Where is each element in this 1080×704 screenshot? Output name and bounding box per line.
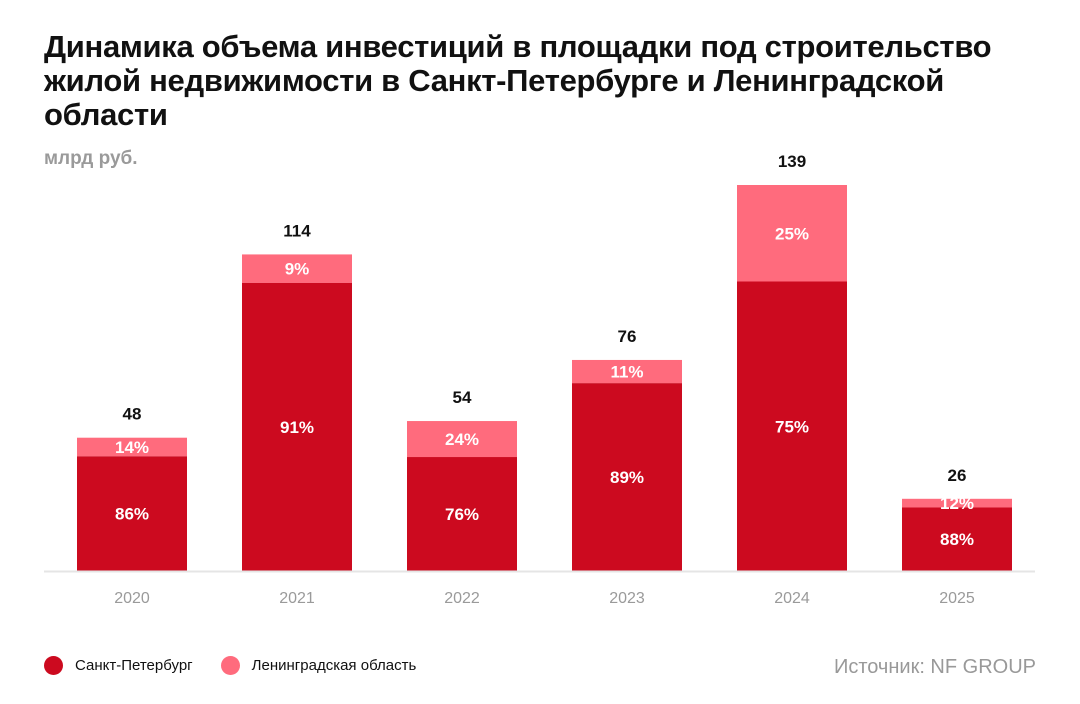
bar-spb-2023 (572, 383, 682, 571)
bar-spb-2021 (242, 282, 352, 571)
bar-spb-2025 (902, 507, 1012, 571)
bar-spb-2024 (737, 281, 847, 571)
x-tick-2024: 2024 (774, 590, 810, 607)
bar-lo-2022 (407, 421, 517, 458)
label-lo-2023: 11% (610, 363, 643, 382)
x-tick-2020: 2020 (114, 590, 150, 607)
label-lo-2025: 12% (940, 494, 974, 513)
label-spb-2023: 89% (610, 468, 644, 487)
total-label-2020: 48 (123, 405, 142, 424)
bar-spb-2022 (407, 457, 517, 571)
label-spb-2024: 75% (775, 417, 809, 436)
legend-swatch-lo (220, 656, 240, 675)
source-note: Источник: NF GROUP (833, 656, 1036, 678)
bar-lo-2023 (572, 359, 682, 384)
total-label-2021: 114 (283, 221, 311, 240)
total-label-2024: 139 (778, 152, 806, 171)
total-label-2025: 26 (948, 466, 967, 485)
bar-lo-2021 (242, 254, 352, 283)
x-tick-2023: 2023 (609, 590, 645, 607)
label-spb-2020: 86% (115, 505, 149, 524)
label-spb-2022: 76% (445, 505, 479, 524)
label-spb-2025: 88% (940, 530, 974, 549)
bar-lo-2025 (902, 498, 1012, 508)
bar-lo-2020 (77, 437, 187, 457)
label-lo-2022: 24% (445, 430, 479, 449)
legend-label-spb: Санкт-Петербург (75, 657, 193, 674)
legend-swatch-spb (44, 656, 63, 675)
x-tick-2022: 2022 (444, 590, 480, 607)
chart-title: Динамика объема инвестиций в площадки по… (44, 29, 992, 132)
label-lo-2021: 9% (285, 260, 310, 279)
unit-label: млрд руб. (44, 148, 138, 169)
x-tick-2021: 2021 (279, 590, 315, 607)
label-lo-2024: 25% (775, 224, 809, 243)
label-spb-2021: 91% (280, 418, 314, 437)
bar-lo-2024 (737, 185, 847, 282)
total-label-2022: 54 (453, 388, 472, 407)
bar-spb-2020 (77, 456, 187, 571)
legend-item-lo: Ленинградская область (220, 656, 417, 675)
x-tick-2025: 2025 (939, 590, 975, 607)
label-lo-2020: 14% (115, 438, 149, 457)
legend-item-spb: Санкт-Петербург (44, 656, 193, 675)
legend-label-lo: Ленинградская область (251, 657, 417, 674)
legend: Санкт-Петербург Ленинградская область (44, 656, 444, 675)
total-label-2023: 76 (618, 327, 637, 346)
